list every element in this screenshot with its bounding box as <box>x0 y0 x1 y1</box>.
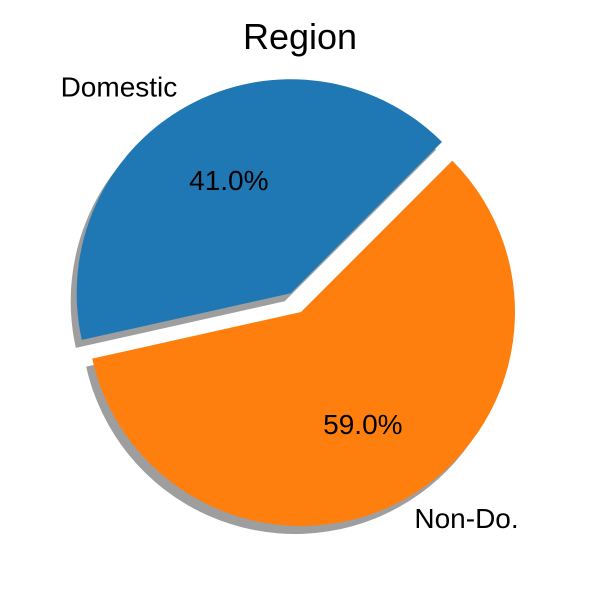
pie-category-label: Domestic <box>61 71 178 102</box>
pie-slice-domestic <box>76 79 443 340</box>
pie-percent-label: 41.0% <box>189 165 268 196</box>
pie-percent-label: 59.0% <box>323 409 402 440</box>
pie-slice-non-do- <box>92 160 516 527</box>
chart-title: Region <box>242 16 358 57</box>
pie-category-label: Non-Do. <box>414 503 518 534</box>
